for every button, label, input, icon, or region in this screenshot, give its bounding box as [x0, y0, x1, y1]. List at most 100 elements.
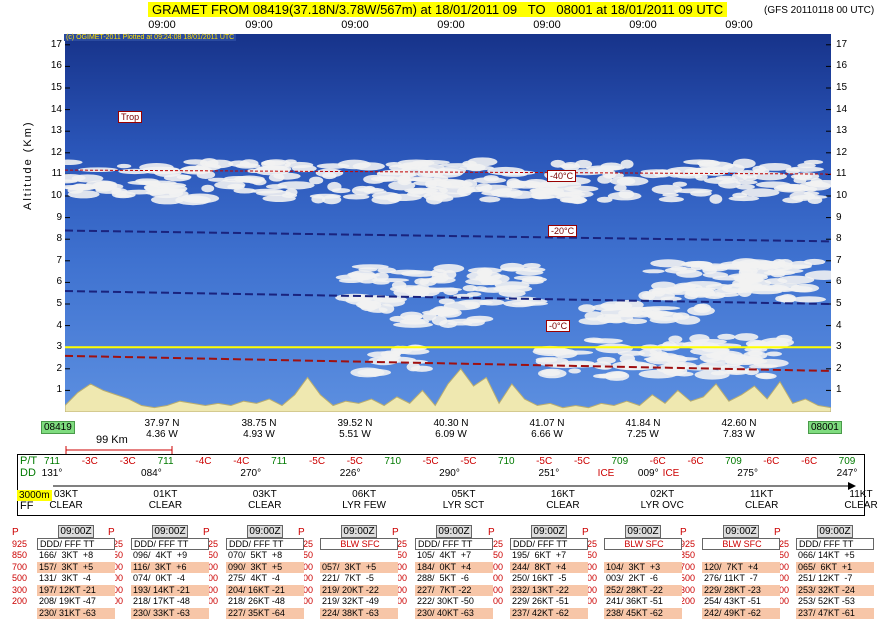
cloud-patch [687, 306, 715, 316]
cloud-patch [578, 304, 596, 313]
cloud-patch [277, 181, 315, 190]
y-tick-label: 12 [50, 146, 62, 158]
sounding-line: 208/ 19KT -47 [37, 596, 115, 608]
pt-value: -5C [308, 456, 326, 467]
sounding-line: 218/ 26KT -48 [226, 596, 304, 608]
coordinate-label: 41.07 N 6.66 W [529, 418, 565, 440]
cloud-patch [668, 335, 683, 343]
sounding-line: 070/ 5KT +8 [226, 550, 304, 562]
cloud-patch [789, 191, 816, 201]
y-tick-label-right: 2 [836, 362, 842, 374]
end-station: 08001 [808, 421, 842, 434]
y-tick-label: 7 [56, 254, 62, 266]
cloud-patch [767, 268, 804, 274]
cloud-patch [665, 166, 704, 177]
pt-value: -6C [649, 456, 666, 467]
cloud-patch [731, 172, 748, 181]
gramet-title: GRAMET FROM 08419(37.18N/3.78W/567m) at … [148, 2, 728, 17]
pt-value: -6C [801, 456, 818, 467]
cloud-patch [788, 285, 813, 293]
y-tick-label: 13 [50, 125, 62, 137]
p-header: P [12, 527, 19, 538]
cloud-patch [613, 184, 627, 192]
cloud-patch [538, 368, 567, 379]
cloud-patch [515, 269, 544, 276]
sounding-time: 09:00Z [58, 525, 94, 538]
pressure-level: 500 [108, 573, 124, 583]
cloud-patch [479, 299, 505, 306]
sounding-line: 003/ 2KT -6 [604, 573, 682, 585]
top-time-label: 09:00 [629, 19, 657, 31]
cloud-patch [660, 296, 682, 301]
cloud-patch [651, 184, 683, 195]
dd-value: 270° [240, 468, 262, 479]
sounding-line: 251/ 12KT -7 [796, 573, 874, 585]
cloud-patch [439, 185, 476, 195]
cloud-patch [291, 165, 317, 173]
sounding-header: BLW SFC [604, 538, 682, 550]
cloud-patch [595, 343, 633, 354]
cloud-patch [568, 368, 581, 374]
sounding-time: 09:00Z [341, 525, 377, 538]
dd-value: 131° [41, 468, 63, 479]
pressure-level: 925 [12, 538, 28, 549]
sounding-line: 229/ 26KT -51 [510, 596, 588, 608]
cloud-patch [423, 191, 449, 201]
sounding-line: 116/ 3KT +6 [131, 561, 209, 573]
cloud-patch [222, 178, 262, 183]
sounding-time: 09:00Z [531, 525, 567, 538]
pressure-level: 850 [774, 550, 790, 560]
sounding-header: DDD/ FFF TT [37, 538, 115, 550]
y-tick-label: 8 [56, 233, 62, 245]
ff-value: 11KT CLEAR [844, 489, 878, 511]
sounding-line: 275/ 4KT -4 [226, 573, 304, 585]
sounding-line: 288/ 5KT -6 [415, 573, 493, 585]
sounding-line: 227/ 35KT -64 [226, 607, 304, 619]
cloud-patch [561, 197, 588, 204]
pressure-level: 200 [12, 596, 28, 606]
y-tick-label-right: 17 [836, 38, 848, 50]
ff-row-label: FF [20, 500, 34, 512]
y-tick-label-right: 10 [836, 190, 848, 201]
cloud-patch [596, 196, 613, 203]
pt-value: -4C [233, 456, 250, 467]
cloud-patch [371, 195, 400, 205]
cloud-patch [478, 287, 509, 293]
sounding-box: 09:00Z BLW SFC 104/ 3KT +3 003/ 2KT -6 252/… [604, 525, 682, 619]
y-tick-label-right: 14 [836, 103, 848, 115]
cloud-patch [804, 270, 831, 280]
y-tick-label: 4 [56, 319, 62, 331]
pt-value: 711 [157, 456, 174, 467]
cloud-patch [752, 358, 789, 368]
pressure-level: 850 [108, 550, 124, 560]
pressure-level: 300 [774, 584, 790, 595]
sounding-line: 232/ 13KT -22 [510, 584, 588, 596]
cloud-patch [686, 341, 720, 350]
cloud-patch [478, 269, 492, 277]
sounding-header: DDD/ FFF TT [415, 538, 493, 550]
sounding-line: 224/ 38KT -63 [320, 607, 398, 619]
sounding-line: 244/ 8KT +4 [510, 561, 588, 573]
y-tick-label: 10 [50, 190, 62, 201]
pt-value: 710 [497, 456, 515, 467]
cloud-patch [506, 178, 521, 189]
pressure-level: 700 [680, 561, 696, 572]
sounding-time: 09:00Z [625, 525, 661, 538]
pt-value: -5C [536, 456, 553, 467]
cloud-patch [111, 188, 128, 196]
p-header: P [392, 527, 399, 538]
sounding-line: 222/ 30KT -50 [415, 596, 493, 608]
distance-scale: 99 Km [96, 434, 128, 446]
cloud-patch [777, 275, 815, 285]
cloud-patch [466, 163, 486, 172]
cloud-patch [398, 348, 430, 355]
cloud-patch [695, 173, 708, 181]
sounding-header: DDD/ FFF TT [226, 538, 304, 550]
sounding-box: 09:00Z DDD/ FFF TT 066/ 14KT +5 065/ 6KT +1… [796, 525, 874, 619]
cloud-patch [617, 350, 645, 356]
y-tick-label: 2 [56, 362, 62, 374]
cloud-patch [734, 333, 759, 341]
cloud-patch [331, 188, 351, 194]
y-tick-label-right: 1 [836, 384, 842, 396]
pressure-level: 500 [680, 573, 696, 583]
